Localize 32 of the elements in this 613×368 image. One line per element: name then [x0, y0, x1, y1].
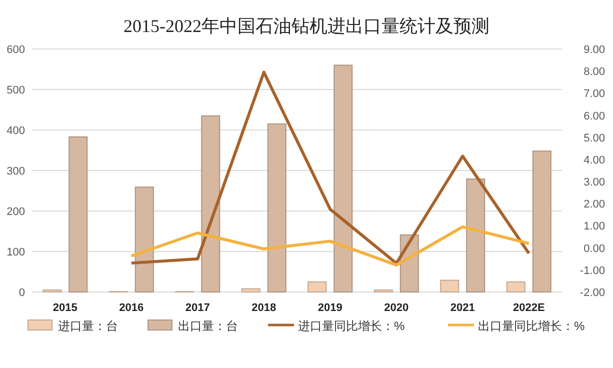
legend-label: 出口量同比增长：%: [478, 319, 585, 333]
legend-label: 进口量同比增长：%: [298, 319, 405, 333]
xtick: 2015: [52, 302, 78, 314]
y2tick: 5.00: [584, 132, 605, 144]
ytick: 300: [6, 166, 25, 178]
y2tick: 3.00: [584, 176, 605, 189]
y2tick: 4.00: [584, 154, 605, 166]
xtick: 2020: [384, 302, 409, 314]
y2tick: -2.00: [580, 287, 605, 299]
ytick: 100: [6, 246, 25, 258]
xtick: 2021: [450, 302, 475, 314]
ytick: 200: [6, 206, 25, 218]
legend-label: 出口量：台: [178, 319, 238, 333]
y2tick: -1.00: [580, 264, 605, 277]
xtick: 2018: [252, 302, 276, 314]
ytick: 400: [6, 125, 25, 137]
xtick: 2022E: [512, 302, 545, 314]
ytick: 0: [18, 287, 25, 299]
ytick: 500: [6, 84, 25, 96]
y2tick: 7.00: [584, 88, 605, 100]
title: 2015-2022年中国石油钻机进出口量统计及预测: [124, 16, 490, 36]
xtick: 2019: [318, 302, 342, 314]
y2tick: 1.00: [584, 220, 605, 233]
xtick: 2017: [185, 302, 210, 314]
ytick: 600: [6, 44, 25, 56]
y2tick: 8.00: [584, 66, 605, 78]
y2tick: 0.00: [584, 242, 605, 255]
legend-label: 进口量：台: [58, 319, 118, 333]
y2tick: 9.00: [584, 44, 605, 56]
xtick: 2016: [119, 302, 144, 314]
y2tick: 2.00: [584, 198, 605, 211]
y2tick: 6.00: [584, 110, 605, 122]
